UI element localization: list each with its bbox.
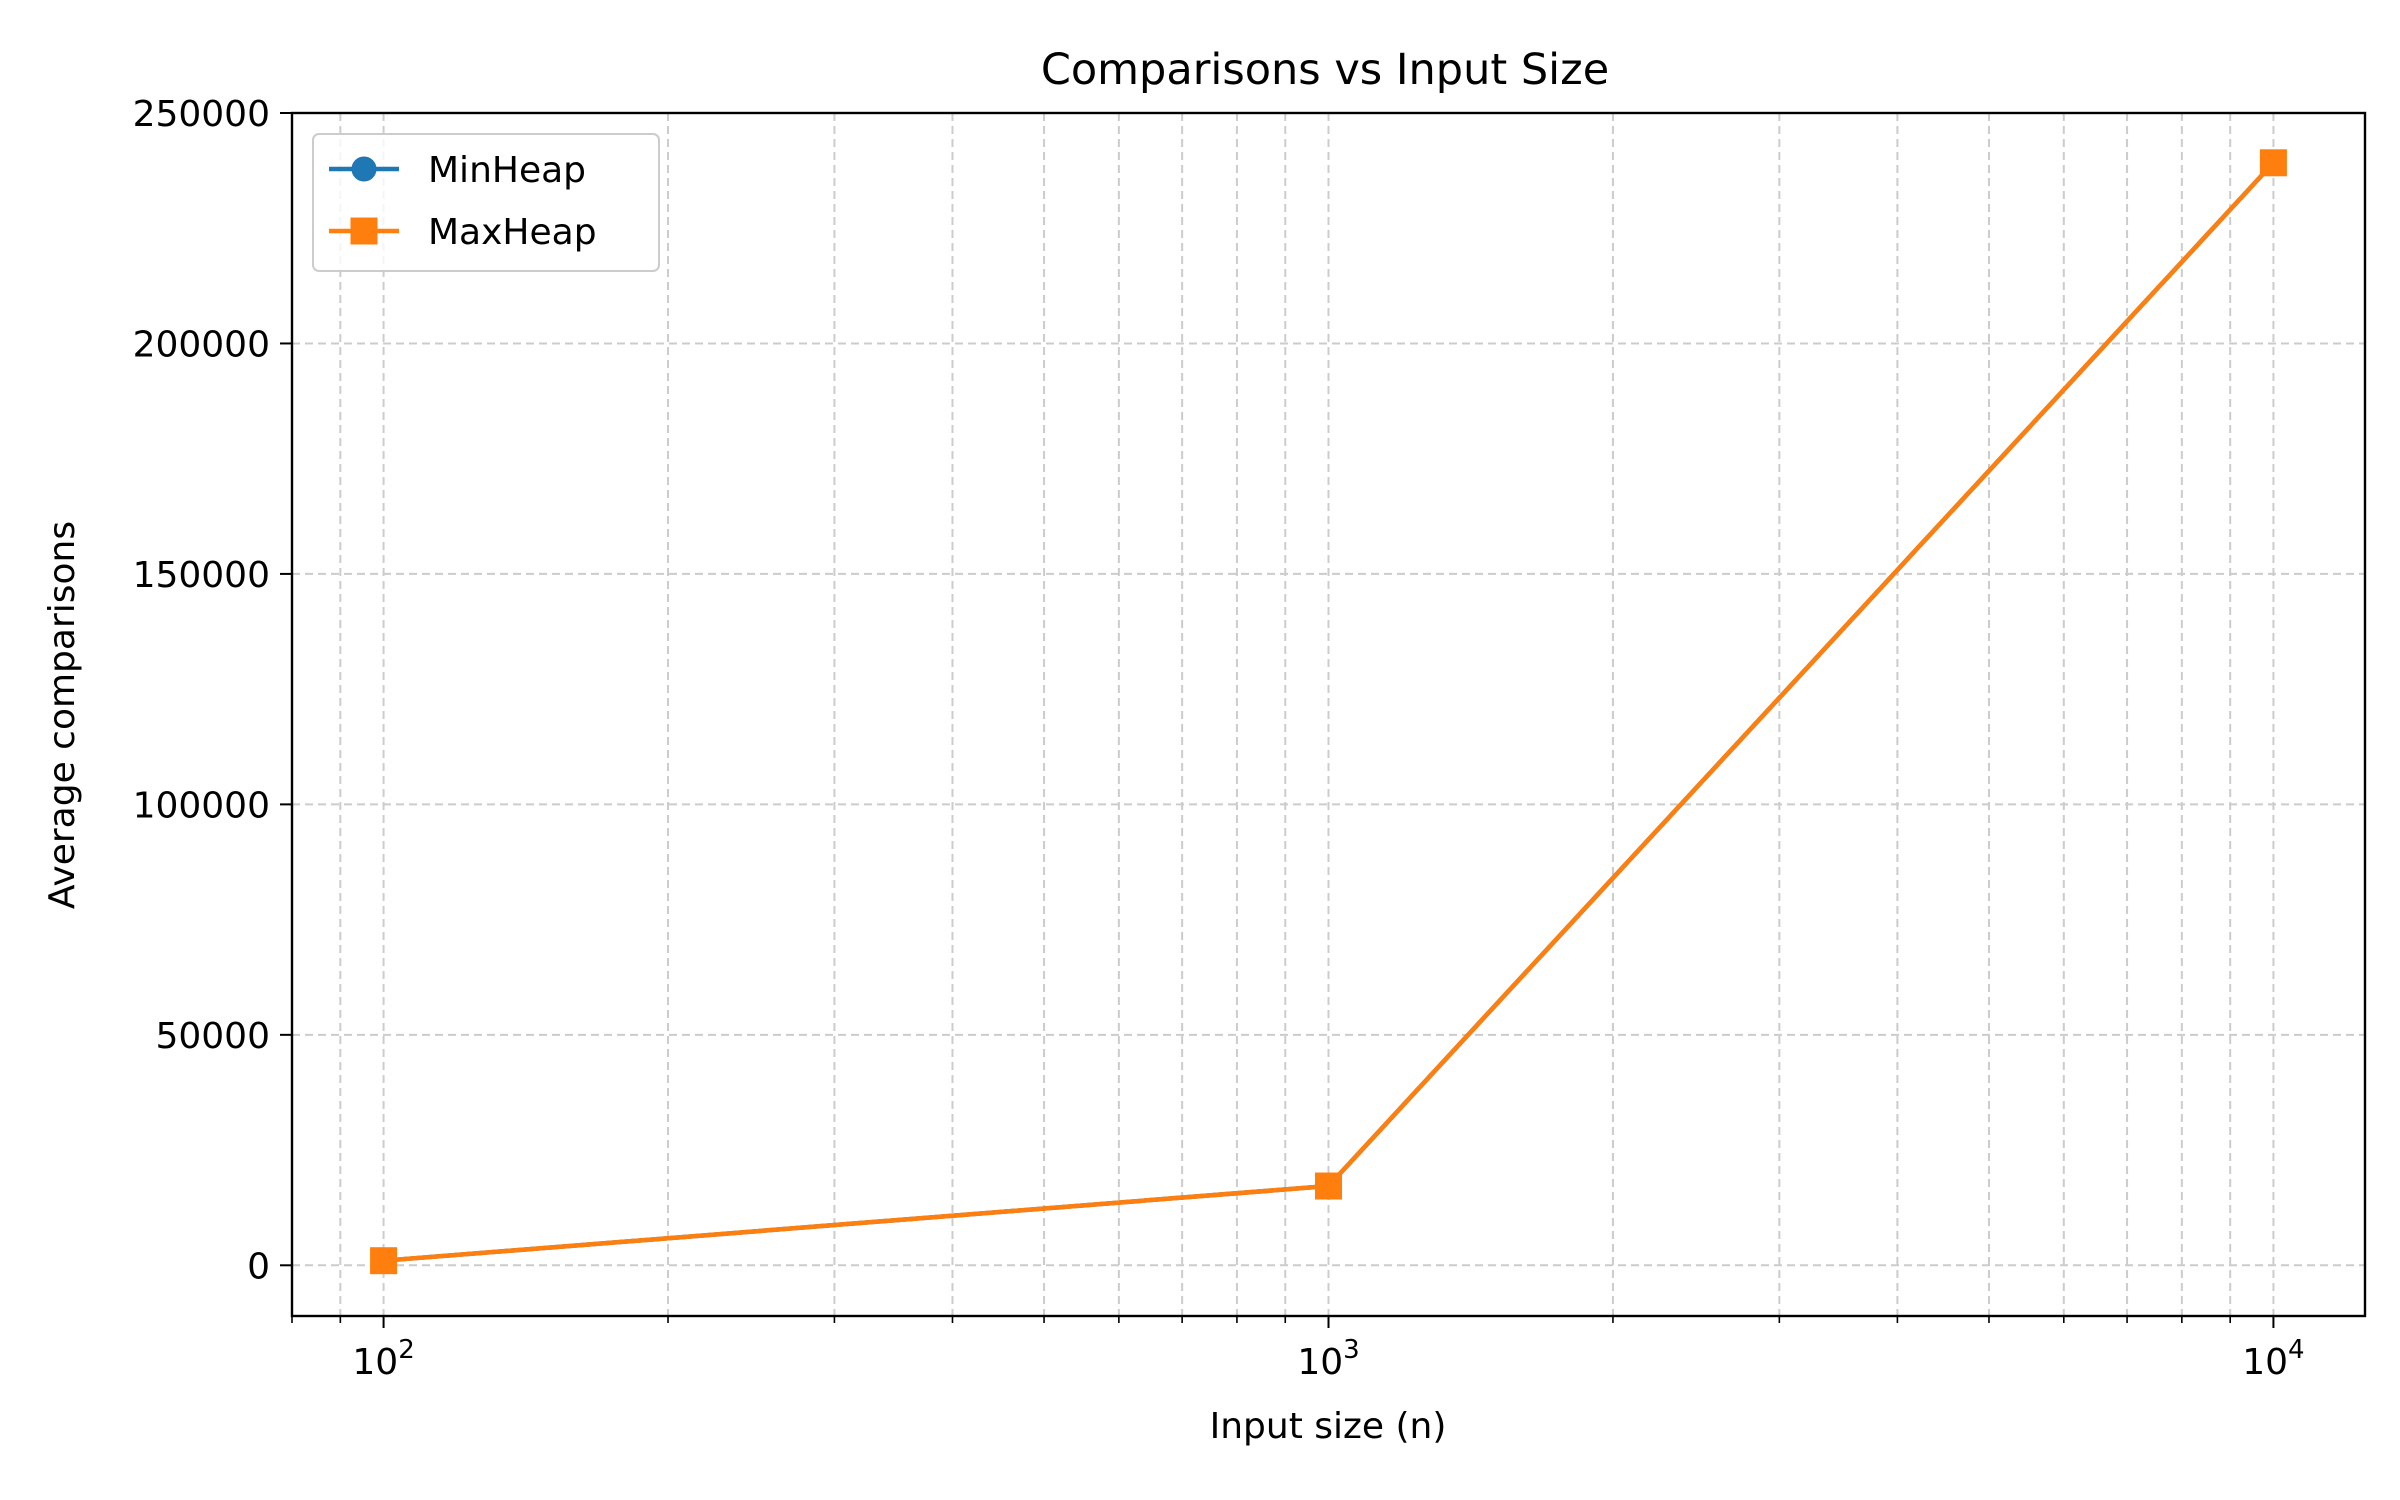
legend: MinHeap MaxHeap — [312, 133, 660, 272]
x-tick-label: 102 — [352, 1335, 414, 1383]
y-tick-label: 200000 — [133, 324, 270, 365]
y-axis-title: Average comparisons — [42, 521, 83, 909]
maxheap-point — [2259, 149, 2287, 177]
y-tick-label: 0 — [247, 1246, 270, 1287]
legend-minheap-label: MinHeap — [428, 150, 586, 191]
legend-maxheap-label: MaxHeap — [428, 212, 597, 253]
x-axis-title: Input size (n) — [1210, 1406, 1447, 1447]
chart-title: Comparisons vs Input Size — [1041, 45, 1609, 95]
plot-series — [370, 149, 2287, 1275]
y-tick-label: 250000 — [133, 94, 270, 135]
legend-maxheap-marker — [350, 217, 378, 245]
maxheap-point — [370, 1247, 398, 1275]
y-tick-label: 50000 — [155, 1016, 270, 1057]
y-tick-label: 100000 — [133, 785, 270, 826]
x-tick-label: 104 — [2242, 1335, 2304, 1383]
axis-ticks: 102 103 104 0 50000 100000 150000 200000 250000 — [133, 94, 2305, 1383]
grid — [291, 112, 2365, 1316]
y-tick-label: 150000 — [133, 555, 270, 596]
x-tick-label: 103 — [1297, 1335, 1359, 1383]
legend-minheap-marker — [351, 156, 377, 182]
legend-box — [312, 133, 660, 272]
maxheap-point — [1315, 1172, 1342, 1200]
